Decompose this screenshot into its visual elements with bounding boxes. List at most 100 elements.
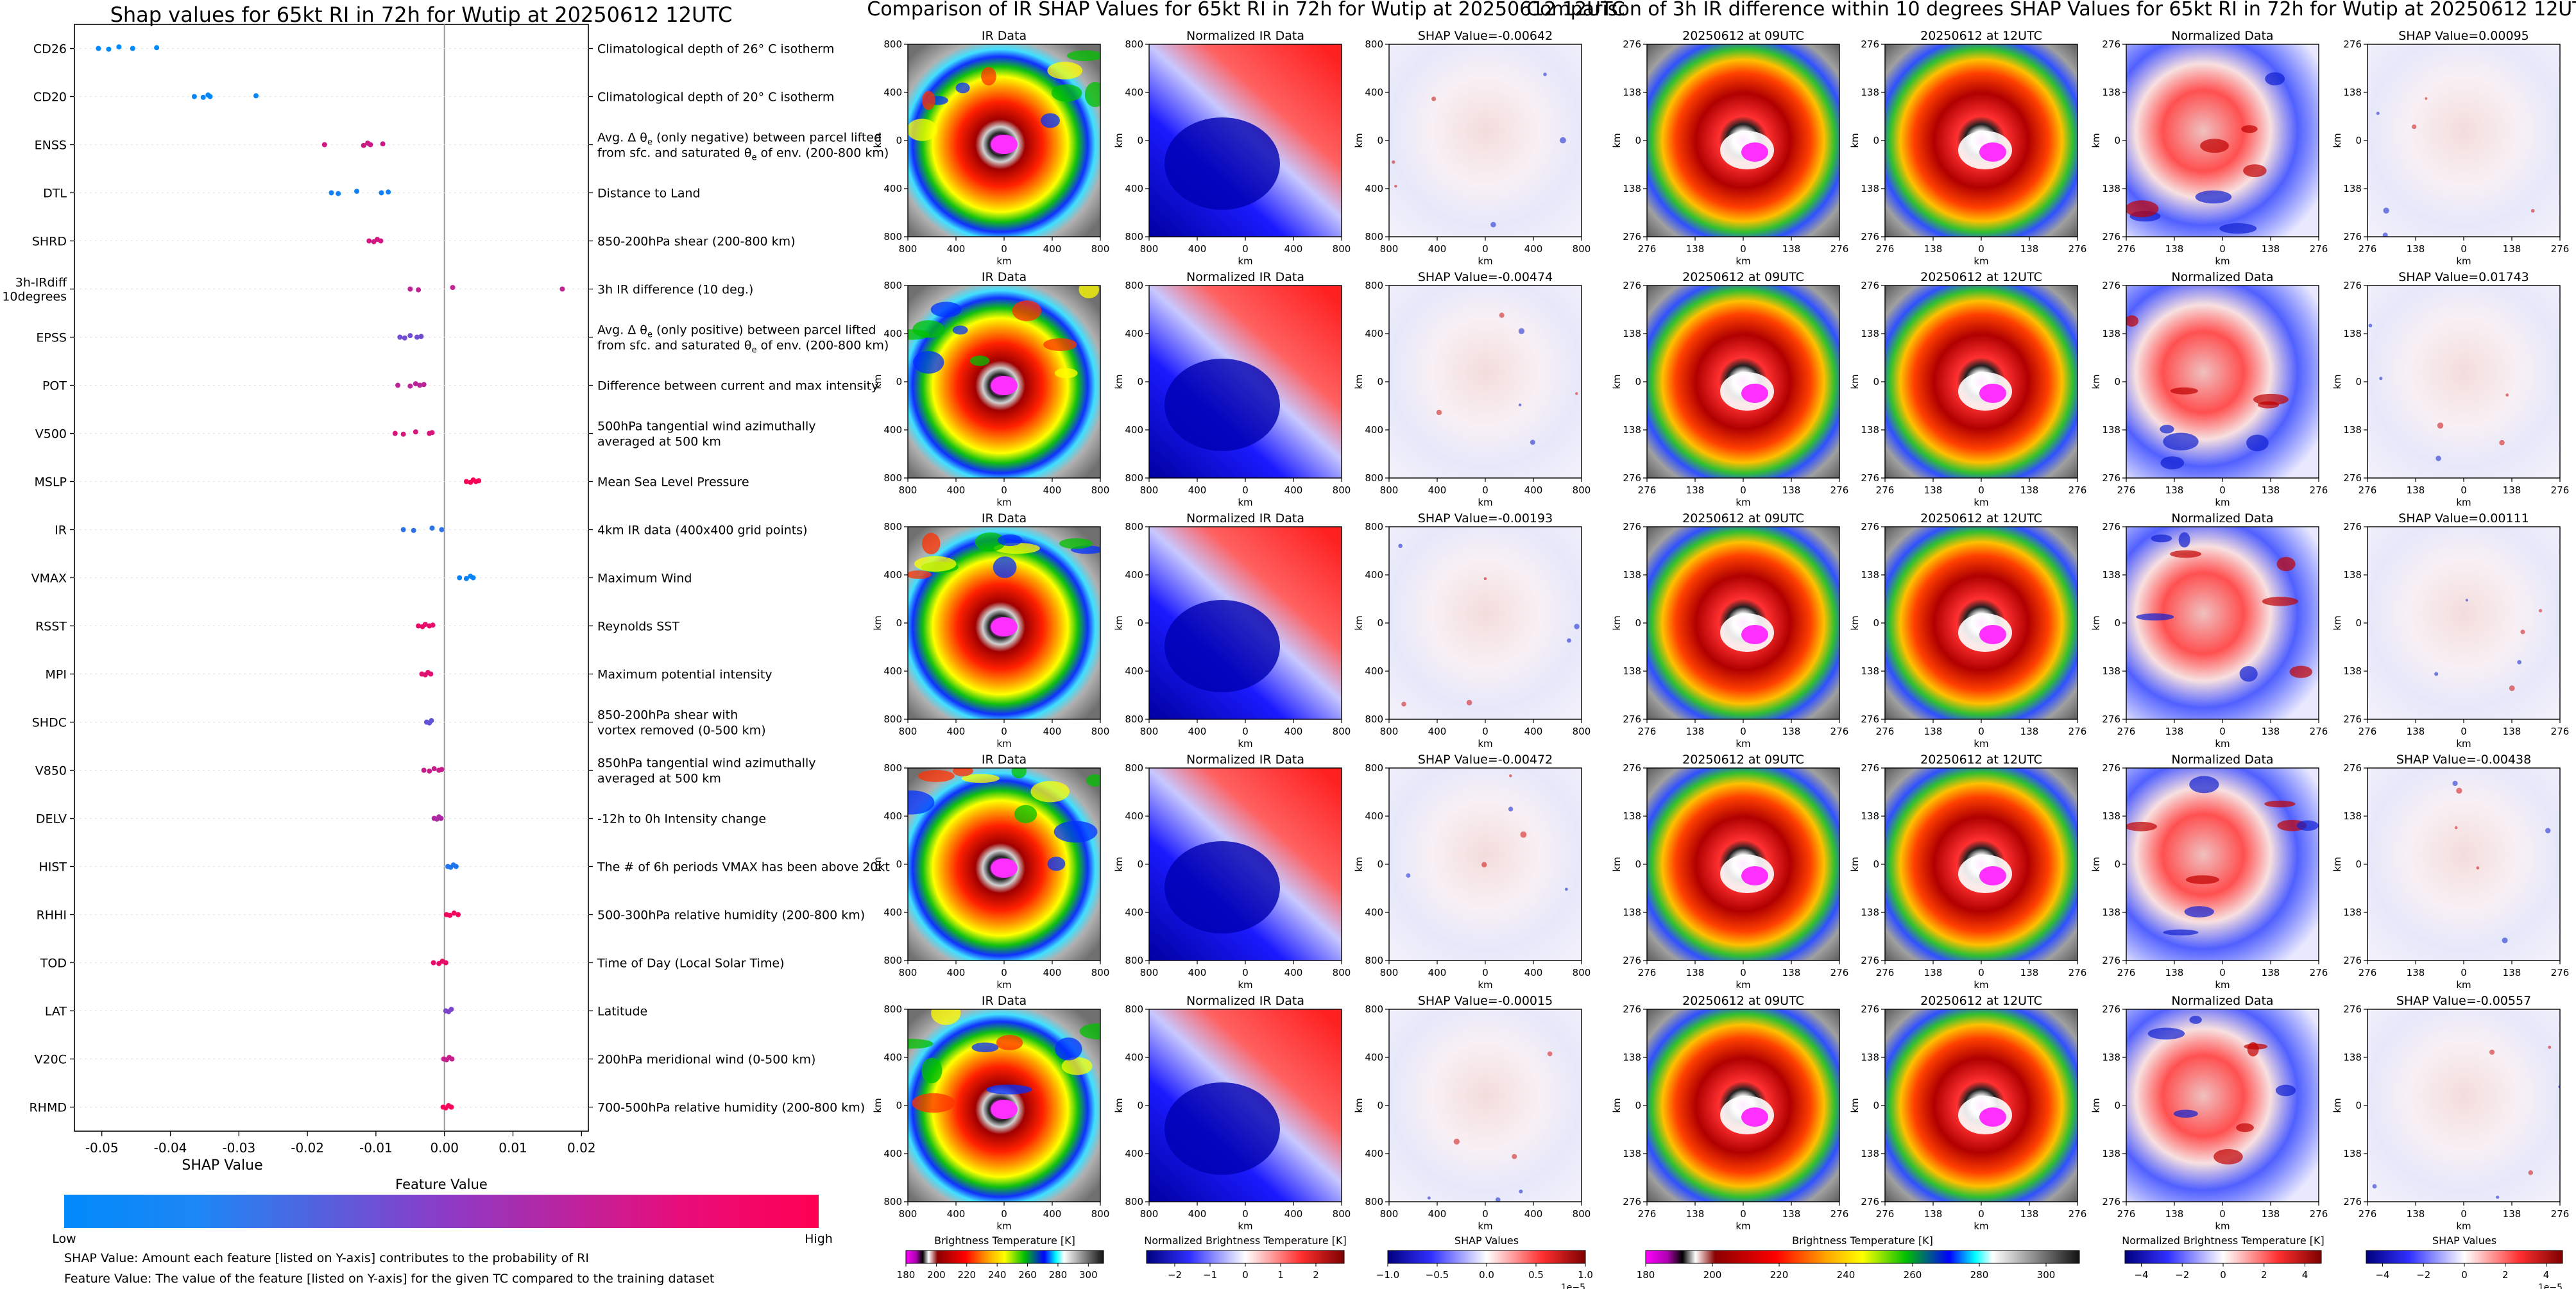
shap-point	[429, 430, 435, 436]
shap-point	[400, 527, 406, 533]
xtick-label: 276	[2358, 1208, 2377, 1220]
cloud-cell	[996, 1035, 1023, 1051]
colorbar-tick-label: 180	[1637, 1269, 1655, 1281]
ytick-label: 400	[1365, 183, 1383, 194]
xtick-label: 0	[1482, 1208, 1488, 1220]
xtick-label: 138	[1924, 726, 1943, 737]
xtick-label: 138	[2262, 484, 2280, 496]
ytick-label: 800	[883, 1196, 902, 1208]
shap-speck	[1481, 862, 1487, 867]
ytick-label: 276	[2102, 1196, 2120, 1208]
ytick-label: 0	[1137, 617, 1143, 629]
cloud-cell	[955, 82, 970, 94]
xtick-label: 276	[2117, 967, 2136, 978]
panel-title: 20250612 at 09UTC	[1682, 29, 1804, 43]
shap-speck	[1490, 221, 1496, 228]
y-axis-label: km	[1353, 615, 1365, 630]
panel-title: 20250612 at 09UTC	[1682, 270, 1804, 284]
xtick-label: 0	[1978, 243, 1984, 255]
ytick-label: 400	[883, 569, 902, 581]
ytick-label: 276	[1861, 762, 1879, 774]
shap-point	[380, 141, 386, 147]
colorbar-tick-label: 0	[2220, 1269, 2226, 1281]
shap-point	[368, 142, 373, 148]
ytick-label: 276	[1861, 38, 1879, 50]
normalized-background	[2126, 527, 2319, 719]
ytick-label: 400	[1125, 424, 1143, 436]
ytick-label: 276	[2343, 1196, 2362, 1208]
xtick-label: 138	[2503, 243, 2521, 255]
xtick-label: 0	[1001, 967, 1007, 978]
cold-core	[1164, 841, 1280, 934]
shap-speck	[1392, 160, 1395, 164]
colorbar-tick-label: 280	[1970, 1269, 1989, 1281]
xtick-label: 800	[899, 484, 917, 496]
shap-point	[453, 864, 459, 869]
storm-eye	[1979, 866, 2006, 885]
x-axis-label: km	[1974, 255, 1988, 267]
x-axis-label: km	[1238, 255, 1252, 267]
xtick-label: 138	[2407, 967, 2425, 978]
feature-description: The # of 6h periods VMAX has been above …	[597, 860, 890, 875]
shap-speck	[2465, 599, 2468, 602]
ytick-label: 138	[1623, 1148, 1641, 1159]
cloud-cell	[1043, 338, 1077, 351]
ytick-label: 138	[1623, 183, 1641, 194]
shap-point	[402, 335, 407, 341]
shap-speck	[2435, 456, 2441, 461]
shap-point	[559, 286, 565, 292]
ytick-label: 0	[1377, 376, 1383, 388]
xtick-label: 0	[1001, 726, 1007, 737]
ytick-label: 0	[1873, 1100, 1879, 1111]
panel-title: Normalized Data	[2171, 753, 2273, 767]
ytick-label: 0	[1137, 858, 1143, 870]
cloud-cell	[922, 533, 941, 555]
xtick-label: 276	[2310, 967, 2328, 978]
shap-point	[407, 286, 413, 292]
xtick-label: 400	[947, 967, 966, 978]
shap-speck	[1431, 96, 1437, 101]
xtick-label: 400	[947, 1208, 966, 1220]
cloud-cell	[1053, 821, 1098, 843]
panel-title: IR Data	[982, 511, 1027, 525]
panel-image	[1149, 1009, 1342, 1202]
ytick-label: 0	[2114, 1100, 2120, 1111]
x-axis-label: km	[1478, 255, 1492, 267]
shap-speck	[2434, 672, 2439, 676]
shap-speck	[2548, 1045, 2552, 1049]
ytick-label: 400	[1125, 907, 1143, 918]
shap-speck	[1401, 701, 1406, 707]
xtick-label: 400	[1428, 243, 1447, 255]
xtick-label: 0.01	[499, 1140, 527, 1156]
colorbar-tick-label: 200	[1703, 1269, 1722, 1281]
xtick-label: 276	[1876, 484, 1895, 496]
xtick-label: 138	[1782, 967, 1801, 978]
cloud-cell	[1086, 774, 1100, 787]
shap-point	[354, 189, 360, 194]
xtick-label: 0	[1740, 484, 1746, 496]
ytick-label: 0	[896, 1100, 902, 1111]
ytick-label: 800	[1125, 762, 1143, 774]
shap-background	[2367, 1009, 2560, 1202]
colorbar-tick-label: 200	[927, 1269, 946, 1281]
ytick-label: 0	[1377, 858, 1383, 870]
shap-point	[400, 431, 406, 437]
colorbar-title: Feature Value	[395, 1177, 488, 1192]
panel-image	[1885, 768, 2077, 960]
shap-value-title: SHAP Value=-0.00438	[2396, 753, 2531, 767]
shap-point	[378, 238, 384, 244]
xtick-label: 800	[1140, 726, 1159, 737]
shap-point	[414, 334, 420, 340]
shap-speck	[1518, 328, 1525, 334]
ytick-label: 276	[1861, 955, 1879, 966]
anomaly-cell	[2160, 425, 2174, 434]
shap-speck	[2499, 440, 2505, 446]
shap-point	[447, 912, 453, 918]
cloud-cell	[1084, 81, 1100, 107]
xtick-label: 0	[1482, 726, 1488, 737]
y-axis-label: km	[2090, 857, 2102, 871]
xtick-label: 138	[2503, 967, 2521, 978]
panel-title: 20250612 at 09UTC	[1682, 753, 1804, 767]
y-axis-label: km	[1849, 133, 1861, 148]
colorbar	[905, 1250, 1104, 1264]
